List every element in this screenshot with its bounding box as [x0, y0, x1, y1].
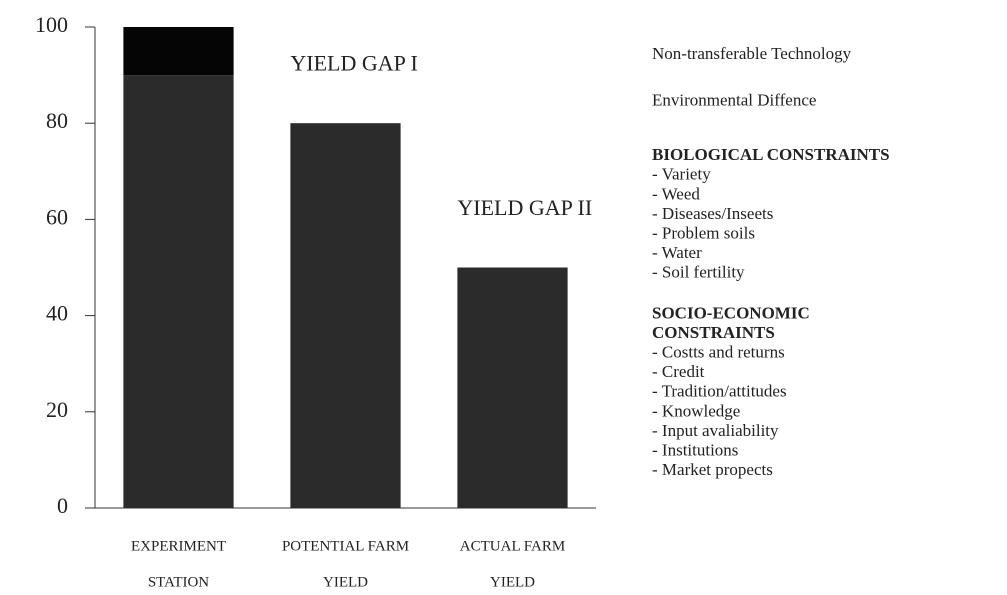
y-tick-label: 20 [46, 397, 68, 422]
side-heading: BIOLOGICAL CONSTRAINTS [652, 145, 890, 164]
side-note: - Institutions [652, 441, 738, 460]
side-note: - Input avaliability [652, 421, 779, 440]
side-note: - Knowledge [652, 401, 740, 420]
annotation: YIELD GAP I [290, 51, 418, 76]
y-tick-label: 0 [57, 493, 68, 518]
side-note: - Credit [652, 362, 705, 381]
side-note: - Soil fertility [652, 263, 745, 282]
side-heading: CONSTRAINTS [652, 323, 775, 342]
y-tick-label: 40 [46, 301, 68, 326]
y-tick-label: 100 [35, 12, 68, 37]
side-note: - Market propects [652, 460, 773, 479]
side-note: - Variety [652, 165, 711, 184]
x-tick-label: EXPERIMENT [131, 538, 226, 554]
x-tick-label: POTENTIAL FARM [282, 538, 409, 554]
bar-segment [457, 267, 568, 508]
side-note: Non-transferable Technology [652, 44, 852, 63]
x-tick-label: STATION [148, 574, 209, 590]
bar-segment [290, 123, 401, 508]
x-tick-label: YIELD [323, 574, 368, 590]
x-tick-label: ACTUAL FARM [460, 538, 565, 554]
side-note: - Tradition/attitudes [652, 382, 787, 401]
x-tick-label: YIELD [490, 574, 535, 590]
y-tick-label: 80 [46, 108, 68, 133]
side-note: - Costts and returns [652, 343, 785, 362]
bar-segment [123, 75, 234, 508]
side-note: - Problem soils [652, 224, 755, 243]
annotation: YIELD GAP II [457, 195, 592, 220]
side-heading: SOCIO-ECONOMIC [652, 303, 810, 322]
side-note: - Weed [652, 184, 700, 203]
side-note: - Diseases/Inseets [652, 204, 773, 223]
side-note: Environmental Diffence [652, 91, 816, 110]
bar-segment [123, 27, 234, 76]
side-note: - Water [652, 243, 702, 262]
y-tick-label: 60 [46, 204, 68, 229]
